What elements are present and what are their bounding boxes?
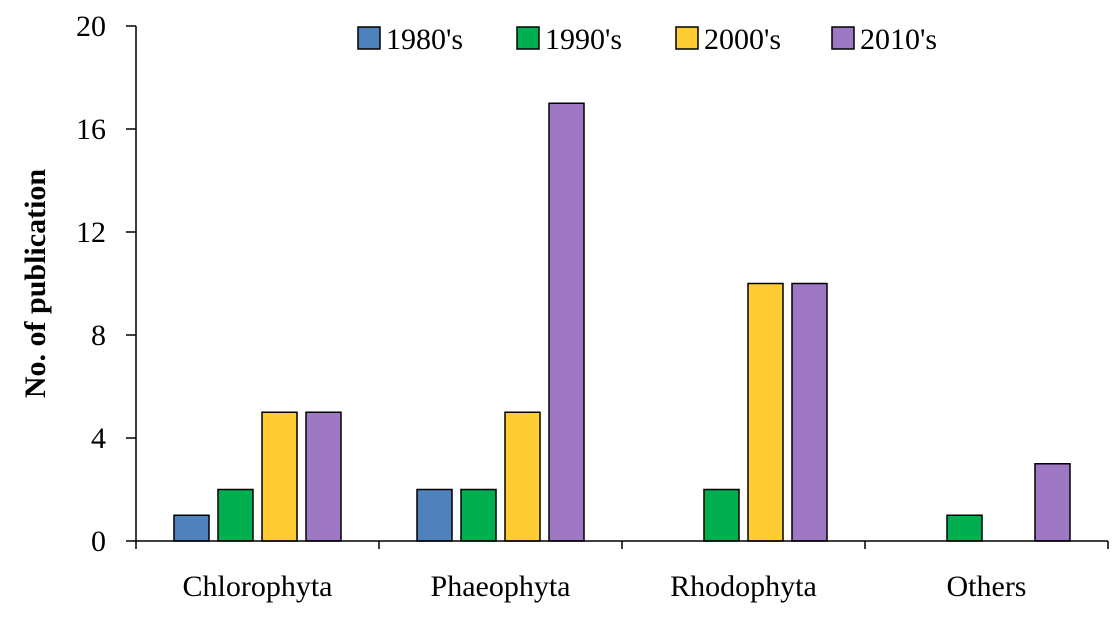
x-ticks-group: Chlorophyta Phaeophyta Rhodophyta Others bbox=[135, 541, 1109, 603]
y-tick-label: 12 bbox=[76, 216, 106, 249]
x-category-label: Others bbox=[947, 570, 1027, 603]
bar bbox=[173, 514, 210, 542]
legend-swatch bbox=[675, 26, 699, 50]
y-tick-label: 8 bbox=[91, 319, 106, 352]
bar bbox=[946, 514, 983, 542]
bar bbox=[747, 282, 784, 542]
y-tick-label: 16 bbox=[76, 113, 106, 146]
bar bbox=[305, 411, 342, 542]
bar bbox=[504, 411, 541, 542]
legend-swatch bbox=[831, 26, 855, 50]
x-category-label: Phaeophyta bbox=[431, 570, 571, 603]
bar bbox=[1034, 463, 1071, 542]
legend-label: 2000's bbox=[704, 23, 781, 56]
legend-label: 1990's bbox=[545, 23, 622, 56]
y-axis-title: No. of publication bbox=[19, 169, 52, 399]
x-category-label: Rhodophyta bbox=[670, 570, 817, 603]
bar bbox=[416, 488, 453, 542]
bar bbox=[703, 488, 740, 542]
y-tick-label: 4 bbox=[91, 422, 106, 455]
bar bbox=[548, 102, 585, 542]
bar bbox=[791, 282, 828, 542]
legend-swatch bbox=[357, 26, 381, 50]
bars-group bbox=[173, 102, 1071, 542]
x-category-label: Chlorophyta bbox=[183, 570, 333, 603]
bar bbox=[217, 488, 254, 542]
bar bbox=[460, 488, 497, 542]
y-tick-label: 0 bbox=[91, 525, 106, 558]
y-ticks-group: 0 4 8 12 16 20 bbox=[76, 10, 136, 558]
legend: 1980's 1990's 2000's 2010's bbox=[357, 23, 937, 56]
legend-swatch bbox=[516, 26, 540, 50]
bar bbox=[261, 411, 298, 542]
legend-label: 1980's bbox=[386, 23, 463, 56]
y-tick-label: 20 bbox=[76, 10, 106, 43]
legend-label: 2010's bbox=[860, 23, 937, 56]
